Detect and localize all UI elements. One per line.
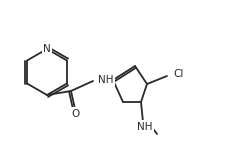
Text: O: O — [72, 109, 80, 119]
Text: NH: NH — [98, 75, 113, 85]
Text: Cl: Cl — [172, 69, 182, 79]
Text: N: N — [43, 44, 51, 54]
Text: NH: NH — [137, 122, 152, 132]
